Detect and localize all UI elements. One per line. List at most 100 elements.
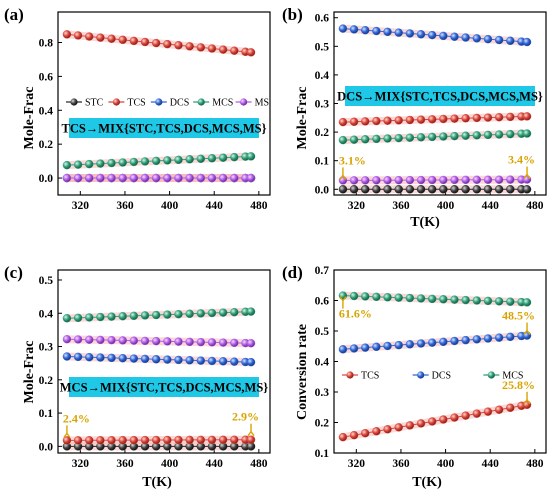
- data-point-stc: [383, 185, 392, 194]
- y-tick-label: 0.2: [315, 418, 330, 430]
- legend-label-mcs: MCS: [502, 371, 523, 382]
- data-point-stc: [461, 185, 470, 194]
- data-point-tcs: [416, 419, 426, 428]
- data-point-ms: [151, 336, 161, 346]
- panel-c: (c) Mole-Frac T(K) 320 360 400 440 480 0.0 0.1…: [4, 263, 271, 490]
- data-point-mcs: [394, 133, 403, 143]
- plot-frame: [57, 11, 271, 196]
- data-point-tcs: [62, 30, 72, 39]
- data-point-tcs: [96, 436, 105, 445]
- plot-frame: [57, 269, 271, 454]
- data-point-mcs: [338, 291, 348, 300]
- data-point-stc: [506, 185, 515, 194]
- data-point-dcs: [218, 357, 228, 366]
- data-point-dcs: [73, 352, 83, 362]
- data-point-stc: [361, 185, 370, 194]
- xlabel-c: T(K): [142, 475, 172, 490]
- data-point-mcs: [218, 153, 228, 162]
- data-point-dcs: [361, 343, 370, 352]
- data-point-dcs: [338, 345, 348, 354]
- data-point-ms: [185, 337, 194, 347]
- data-point-mcs: [522, 129, 532, 138]
- data-point-dcs: [338, 24, 348, 33]
- data-point-mcs: [185, 155, 194, 164]
- data-point-ms: [461, 175, 470, 185]
- data-point-dcs: [383, 27, 392, 37]
- data-point-tcs: [472, 409, 482, 418]
- data-point-tcs: [207, 44, 217, 53]
- data-point-tcs: [361, 429, 370, 438]
- data-point-tcs: [494, 405, 504, 414]
- data-point-dcs: [361, 26, 370, 35]
- data-point-tcs: [163, 435, 172, 445]
- data-point-ms: [427, 175, 437, 185]
- data-point-mcs: [230, 307, 239, 317]
- data-point-dcs: [349, 25, 359, 34]
- data-point-ms: [174, 173, 183, 183]
- data-point-mcs: [107, 158, 116, 168]
- data-point-ms: [107, 335, 116, 345]
- data-point-mcs: [118, 158, 127, 167]
- data-point-ms: [416, 175, 426, 185]
- data-point-stc: [394, 185, 403, 194]
- data-point-ms: [73, 173, 83, 183]
- data-point-ms: [151, 173, 161, 183]
- data-point-mcs: [85, 159, 94, 169]
- data-point-stc: [338, 185, 348, 194]
- data-point-tcs: [151, 38, 161, 48]
- data-point-ms: [522, 175, 532, 184]
- data-point-tcs: [107, 34, 116, 43]
- data-point-dcs: [349, 344, 359, 353]
- x-tick-label: 320: [348, 458, 366, 470]
- data-point-tcs: [174, 435, 183, 445]
- data-point-tcs: [372, 427, 381, 436]
- data-point-dcs: [151, 355, 161, 364]
- data-point-mcs: [246, 152, 256, 161]
- data-point-mcs: [174, 155, 183, 165]
- x-tick-label: 360: [116, 458, 134, 470]
- legend-marker-tcs: [112, 98, 120, 106]
- plot-area-c: 320 360 400 440 480 0.0 0.1 0.2 0.3 0.4 0.5 MCS→MIX…: [39, 269, 271, 470]
- y-tick-label: 0.4: [39, 308, 54, 320]
- data-point-ms: [107, 173, 116, 183]
- data-point-dcs: [522, 37, 532, 47]
- data-point-mcs: [73, 160, 83, 169]
- panel-d: (d) Conversion rate T(K) 320 360 400 440 480…: [282, 263, 547, 490]
- y-tick-label: 0.6: [39, 71, 54, 83]
- data-point-mcs: [405, 133, 415, 142]
- data-point-mcs: [361, 292, 370, 301]
- data-point-tcs: [62, 436, 72, 445]
- ylabel-d: Conversion rate: [295, 324, 310, 420]
- data-point-dcs: [472, 335, 482, 344]
- data-point-mcs: [472, 296, 482, 305]
- data-point-ms: [196, 173, 206, 183]
- data-point-dcs: [483, 34, 493, 44]
- data-point-tcs: [439, 415, 448, 424]
- reaction-label: MCS→MIX{STC,TCS,DCS,MCS,MS}: [60, 381, 269, 395]
- data-point-mcs: [349, 291, 359, 301]
- data-point-tcs: [118, 35, 127, 45]
- data-point-tcs: [246, 48, 256, 57]
- data-point-mcs: [140, 157, 150, 166]
- panel-label-a: (a): [4, 5, 24, 24]
- annotation-label: 48.5%: [502, 309, 535, 323]
- y-tick-label: 0.2: [39, 139, 54, 151]
- panel-a: (a) Mole-Frac 320 360 400 440 480 0.0 0.2 0.4 0.…: [4, 5, 271, 212]
- data-point-mcs: [461, 131, 470, 140]
- data-point-tcs: [416, 115, 426, 124]
- ylabel-c: Mole-Frac: [22, 341, 37, 404]
- data-point-ms: [163, 337, 172, 346]
- data-point-mcs: [494, 130, 504, 139]
- data-point-dcs: [85, 352, 94, 362]
- data-point-tcs: [461, 114, 470, 123]
- data-point-stc: [349, 185, 359, 194]
- data-point-stc: [439, 185, 448, 194]
- reaction-box: [69, 118, 259, 138]
- data-point-stc: [450, 185, 459, 194]
- reaction-label: TCS→MIX{STC,TCS,DCS,MCS,MS}: [61, 122, 266, 136]
- data-point-tcs: [218, 45, 228, 54]
- y-tick-label: 0.4: [315, 357, 330, 369]
- data-point-mcs: [394, 293, 403, 302]
- reaction-label: DCS→MIX{STC,TCS,DCS,MCS,MS}: [337, 90, 543, 104]
- data-point-tcs: [174, 41, 183, 50]
